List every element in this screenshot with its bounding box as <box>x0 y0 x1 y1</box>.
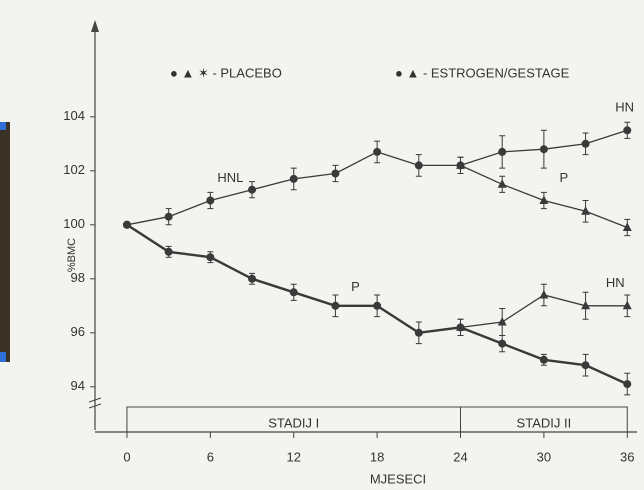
marker <box>248 185 257 194</box>
y-tick-label: 100 <box>63 216 85 231</box>
marker <box>497 317 507 326</box>
y-axis-label: %BMC <box>66 238 78 272</box>
marker <box>581 206 591 215</box>
series-label: HNL <box>217 170 243 185</box>
x-tick-label: 6 <box>207 449 214 464</box>
marker <box>539 195 549 204</box>
x-tick-label: 0 <box>123 449 130 464</box>
marker <box>206 253 215 262</box>
y-tick-label: 94 <box>71 378 85 393</box>
y-tick-label: 102 <box>63 162 85 177</box>
marker <box>164 247 173 256</box>
y-tick-label: 104 <box>63 108 85 123</box>
marker <box>623 126 632 135</box>
x-tick-label: 30 <box>537 449 551 464</box>
marker <box>497 179 507 188</box>
marker <box>581 361 590 370</box>
marker <box>331 169 340 178</box>
axis-break <box>88 397 102 409</box>
marker <box>622 222 632 231</box>
y-tick-label: 98 <box>71 270 85 285</box>
x-tick-label: 18 <box>370 449 384 464</box>
x-tick-label: 36 <box>620 449 634 464</box>
marker <box>289 174 298 183</box>
stage-label: STADIJ II <box>517 415 572 430</box>
legend-placebo: ● ▲ ✶ - PLACEBO <box>170 65 282 80</box>
stage-box <box>460 406 628 432</box>
marker <box>248 274 257 283</box>
marker <box>164 212 173 221</box>
marker <box>456 160 466 169</box>
marker <box>498 339 507 348</box>
marker <box>373 301 382 310</box>
x-tick-label: 12 <box>286 449 300 464</box>
annotation: HN <box>615 100 634 115</box>
marker <box>539 290 549 299</box>
marker <box>331 301 340 310</box>
marker <box>206 196 215 205</box>
marker <box>539 145 548 154</box>
marker <box>414 328 423 337</box>
series-label: HN <box>606 275 625 290</box>
stage-label: STADIJ I <box>268 415 319 430</box>
axis-arrow <box>91 20 99 32</box>
photo-edge <box>0 122 6 130</box>
photo-strip <box>0 122 10 362</box>
series-label: P <box>351 279 360 294</box>
marker <box>539 355 548 364</box>
marker <box>122 220 131 229</box>
x-tick-label: 24 <box>453 449 467 464</box>
series-label: P <box>560 170 569 185</box>
marker <box>456 322 466 331</box>
marker <box>622 300 632 310</box>
marker <box>581 139 590 148</box>
marker <box>289 288 298 297</box>
marker <box>373 147 382 156</box>
marker <box>414 161 423 170</box>
marker <box>623 380 632 389</box>
y-tick-label: 96 <box>71 324 85 339</box>
marker <box>581 300 591 310</box>
photo-edge <box>0 352 6 362</box>
marker <box>498 147 507 156</box>
x-axis-label: MJESECI <box>370 471 426 486</box>
legend-estrogen: ● ▲ - ESTROGEN/GESTAGE <box>395 65 570 80</box>
